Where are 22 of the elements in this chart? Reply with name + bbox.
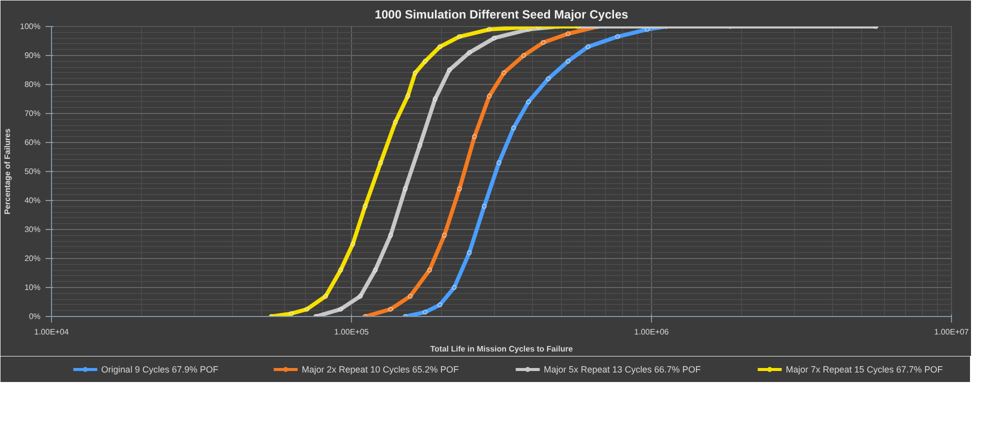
y-tick-label: 30%	[24, 225, 41, 234]
legend-label: Original 9 Cycles 67.9% POF	[101, 364, 219, 374]
chart-title: 1000 Simulation Different Seed Major Cycles	[374, 8, 629, 22]
y-tick-label: 100%	[20, 22, 41, 31]
y-tick-label: 70%	[24, 109, 41, 118]
y-tick-label: 60%	[24, 138, 41, 147]
legend-label: Major 7x Repeat 15 Cycles 67.7% POF	[786, 364, 944, 374]
legend-label: Major 5x Repeat 13 Cycles 66.7% POF	[544, 364, 702, 374]
x-tick-label: 1.00E+04	[34, 328, 70, 336]
x-tick-label: 1.00E+05	[334, 328, 370, 336]
y-axis-title: Percentage of Failures	[3, 128, 12, 214]
y-tick-label: 90%	[24, 51, 41, 60]
y-tick-label: 0%	[28, 312, 40, 321]
y-tick-label: 10%	[24, 283, 41, 292]
y-tick-label: 80%	[24, 80, 41, 89]
legend-label: Major 2x Repeat 10 Cycles 65.2% POF	[302, 364, 460, 374]
y-tick-label: 20%	[24, 254, 41, 263]
x-tick-label: 1.00E+07	[934, 328, 970, 336]
y-tick-label: 40%	[24, 196, 41, 205]
x-axis-title: Total Life in Mission Cycles to Failure	[430, 344, 574, 354]
x-tick-label: 1.00E+06	[634, 328, 670, 336]
y-tick-label: 50%	[24, 167, 41, 176]
